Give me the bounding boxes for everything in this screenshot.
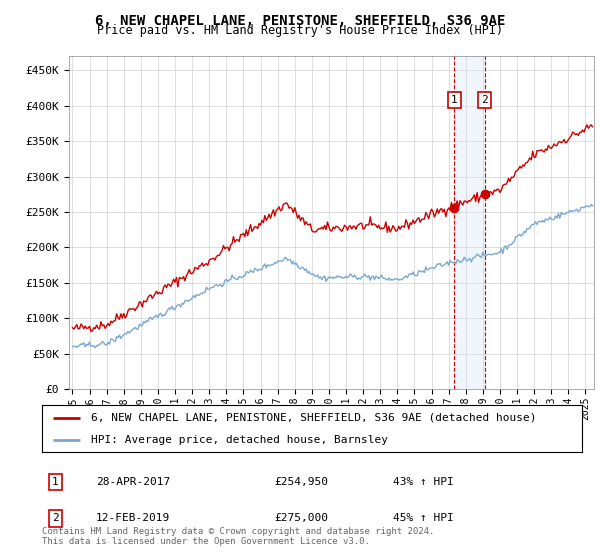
Text: 28-APR-2017: 28-APR-2017 — [96, 477, 170, 487]
Text: £254,950: £254,950 — [274, 477, 328, 487]
Text: Contains HM Land Registry data © Crown copyright and database right 2024.
This d: Contains HM Land Registry data © Crown c… — [42, 526, 434, 546]
Text: 6, NEW CHAPEL LANE, PENISTONE, SHEFFIELD, S36 9AE (detached house): 6, NEW CHAPEL LANE, PENISTONE, SHEFFIELD… — [91, 413, 536, 423]
Text: 6, NEW CHAPEL LANE, PENISTONE, SHEFFIELD, S36 9AE: 6, NEW CHAPEL LANE, PENISTONE, SHEFFIELD… — [95, 14, 505, 28]
Text: Price paid vs. HM Land Registry's House Price Index (HPI): Price paid vs. HM Land Registry's House … — [97, 24, 503, 37]
Text: 45% ↑ HPI: 45% ↑ HPI — [393, 514, 454, 523]
Text: 2: 2 — [482, 95, 488, 105]
Text: £275,000: £275,000 — [274, 514, 328, 523]
Text: 2: 2 — [52, 514, 59, 523]
Text: 12-FEB-2019: 12-FEB-2019 — [96, 514, 170, 523]
Text: HPI: Average price, detached house, Barnsley: HPI: Average price, detached house, Barn… — [91, 435, 388, 445]
Text: 1: 1 — [52, 477, 59, 487]
Text: 1: 1 — [451, 95, 457, 105]
Text: 43% ↑ HPI: 43% ↑ HPI — [393, 477, 454, 487]
Bar — [454, 56, 485, 389]
